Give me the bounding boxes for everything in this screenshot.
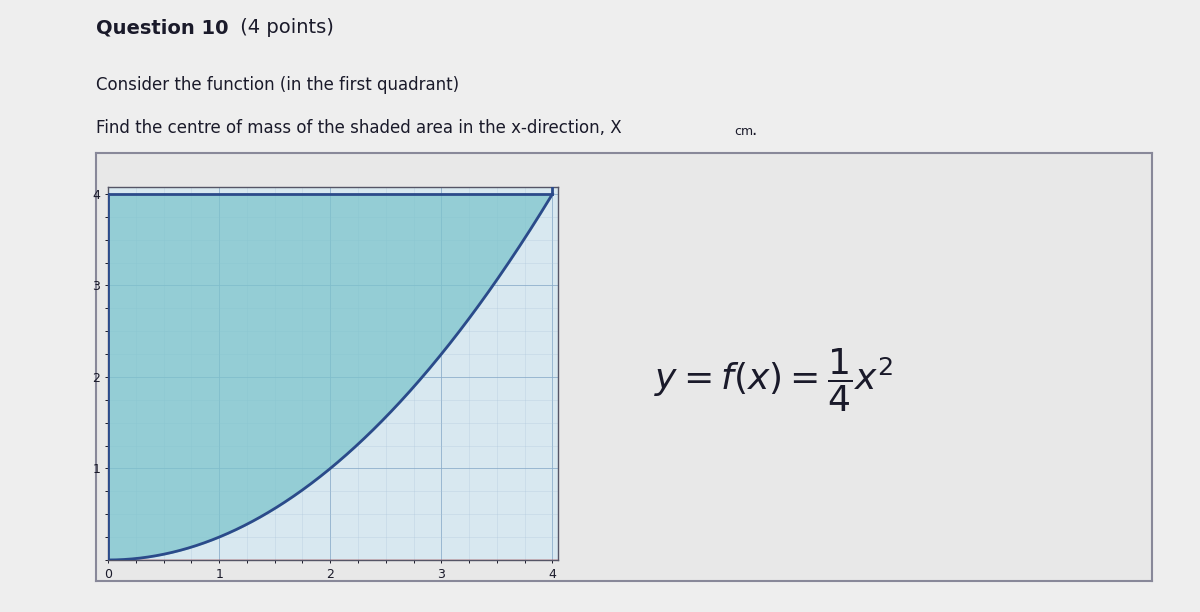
Text: Find the centre of mass of the shaded area in the x-direction, X: Find the centre of mass of the shaded ar… xyxy=(96,119,622,137)
Text: (4 points): (4 points) xyxy=(234,18,334,37)
Text: Question 10: Question 10 xyxy=(96,18,228,37)
Text: cm: cm xyxy=(734,125,754,138)
Text: .: . xyxy=(751,121,756,138)
Text: $y = f(x) = \dfrac{1}{4}x^2$: $y = f(x) = \dfrac{1}{4}x^2$ xyxy=(654,347,894,414)
Text: Consider the function (in the first quadrant): Consider the function (in the first quad… xyxy=(96,76,460,94)
